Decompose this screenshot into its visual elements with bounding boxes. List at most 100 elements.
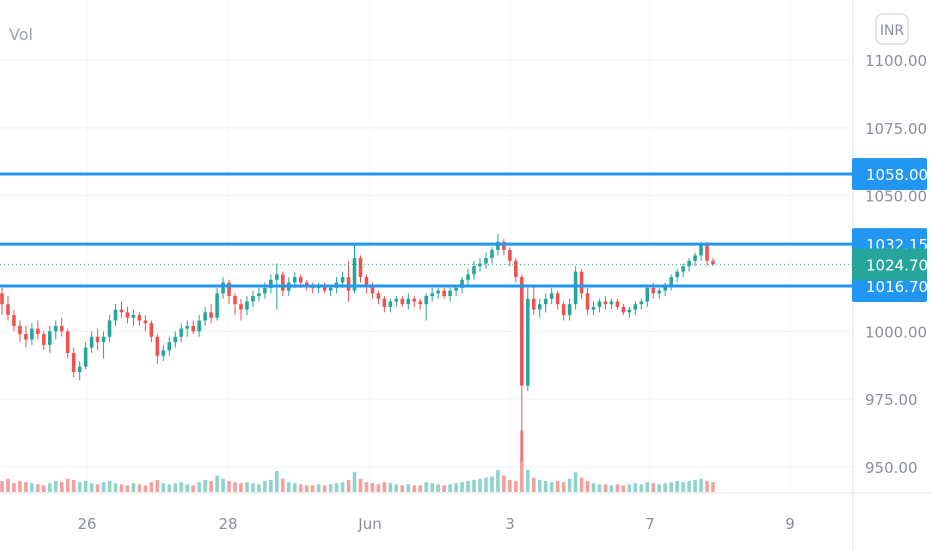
currency-label: INR: [880, 23, 905, 39]
volume-bar: [454, 483, 458, 492]
candle-body: [579, 271, 584, 294]
candle: [227, 279, 231, 305]
volume-bar: [239, 483, 243, 492]
volume-bar: [65, 478, 70, 492]
candle: [59, 317, 64, 337]
candle-body: [245, 301, 249, 310]
candle: [12, 309, 16, 332]
candle-body: [53, 325, 58, 332]
candle-body: [137, 315, 142, 321]
candle-body: [376, 293, 381, 299]
candle-body: [448, 290, 452, 297]
candle: [567, 298, 572, 321]
candle: [71, 347, 76, 378]
candle: [514, 258, 518, 283]
candle: [406, 293, 411, 310]
candle: [364, 274, 369, 294]
candle-body: [48, 331, 52, 345]
candle-body: [167, 342, 172, 351]
candle-body: [0, 293, 4, 305]
candle-body: [233, 296, 237, 305]
volume-bar: [687, 481, 691, 492]
candle: [36, 320, 40, 340]
volume-bar: [376, 484, 381, 492]
candle-body: [514, 260, 518, 278]
candle-body: [621, 306, 626, 313]
volume-bar: [615, 484, 620, 492]
candle: [615, 298, 620, 310]
candle-body: [42, 334, 46, 345]
volume-bar: [292, 483, 297, 492]
candle: [502, 239, 506, 256]
candle-body: [101, 336, 106, 343]
time-axis[interactable]: 26 28 Jun 3 7 9: [77, 515, 794, 533]
candle: [597, 298, 602, 313]
volume-bar: [549, 482, 554, 492]
candle: [525, 287, 530, 392]
candle-body: [30, 328, 34, 340]
candle-body: [346, 277, 351, 291]
volume-bar: [269, 479, 273, 492]
candle: [675, 268, 679, 283]
candle-body: [328, 287, 333, 291]
candle-body: [639, 301, 644, 305]
candle-body: [388, 301, 393, 307]
candle: [119, 301, 124, 318]
candle: [621, 304, 626, 316]
volume-bar: [508, 479, 512, 492]
candle-body: [615, 301, 620, 307]
x-tick-label: 7: [645, 515, 655, 533]
candle-body: [6, 304, 10, 316]
volume-bar: [478, 478, 482, 492]
candle: [543, 293, 548, 313]
candle-body: [227, 282, 231, 297]
volume-bar: [621, 485, 626, 492]
currency-button[interactable]: INR: [875, 13, 909, 45]
volume-bar: [340, 482, 345, 492]
candle-body: [508, 249, 512, 261]
volume-indicator-label[interactable]: Vol: [9, 25, 33, 44]
volume-bar: [221, 478, 225, 492]
volume-bar: [639, 484, 644, 492]
candle-body: [657, 290, 662, 294]
volume-bar: [525, 470, 530, 492]
candle: [30, 323, 34, 345]
level-price-tag-label: 1016.70: [866, 278, 928, 296]
candle-body: [478, 263, 482, 267]
candle-body: [663, 285, 667, 291]
volume-bar: [101, 482, 106, 492]
candle-body: [71, 353, 76, 373]
candle-body: [149, 323, 154, 337]
candle-body: [322, 285, 327, 291]
candle-body: [185, 325, 190, 329]
candle-body: [424, 296, 429, 305]
price-axis[interactable]: 1100.00 1075.00 1050.00 1000.00 975.00 950.00: [865, 52, 927, 477]
candle: [89, 331, 94, 354]
volume-bar: [346, 479, 351, 492]
y-tick-label: 1000.00: [865, 323, 927, 341]
volume-bar: [95, 484, 100, 492]
candle-body: [83, 347, 88, 367]
candle-body: [36, 328, 40, 335]
volume-bar: [645, 482, 650, 492]
candle-body: [18, 325, 22, 335]
volume-bar: [328, 484, 333, 492]
candle: [388, 298, 393, 313]
candle: [442, 287, 446, 299]
candle-body: [705, 244, 709, 261]
candle-body: [382, 298, 387, 307]
x-tick-label: Jun: [357, 515, 381, 533]
candle: [711, 258, 715, 267]
volume-bar: [573, 472, 578, 492]
horizontal-levels[interactable]: [0, 172, 853, 288]
candle: [197, 315, 201, 337]
volume-bar: [197, 482, 201, 492]
candle-body: [107, 320, 112, 337]
candle: [603, 296, 608, 310]
candle: [191, 320, 195, 335]
candle-body: [179, 328, 184, 337]
volume-bar: [352, 472, 357, 492]
candle: [591, 301, 596, 316]
candle: [257, 287, 261, 302]
